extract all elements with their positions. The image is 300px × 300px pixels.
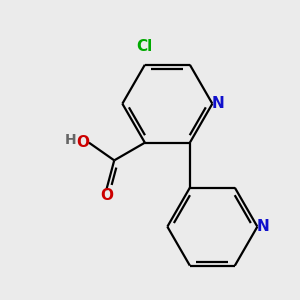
- Text: O: O: [76, 135, 89, 150]
- Text: N: N: [212, 96, 224, 111]
- Text: H: H: [65, 133, 77, 147]
- Text: N: N: [257, 219, 269, 234]
- Text: O: O: [100, 188, 113, 203]
- Text: Cl: Cl: [137, 39, 153, 54]
